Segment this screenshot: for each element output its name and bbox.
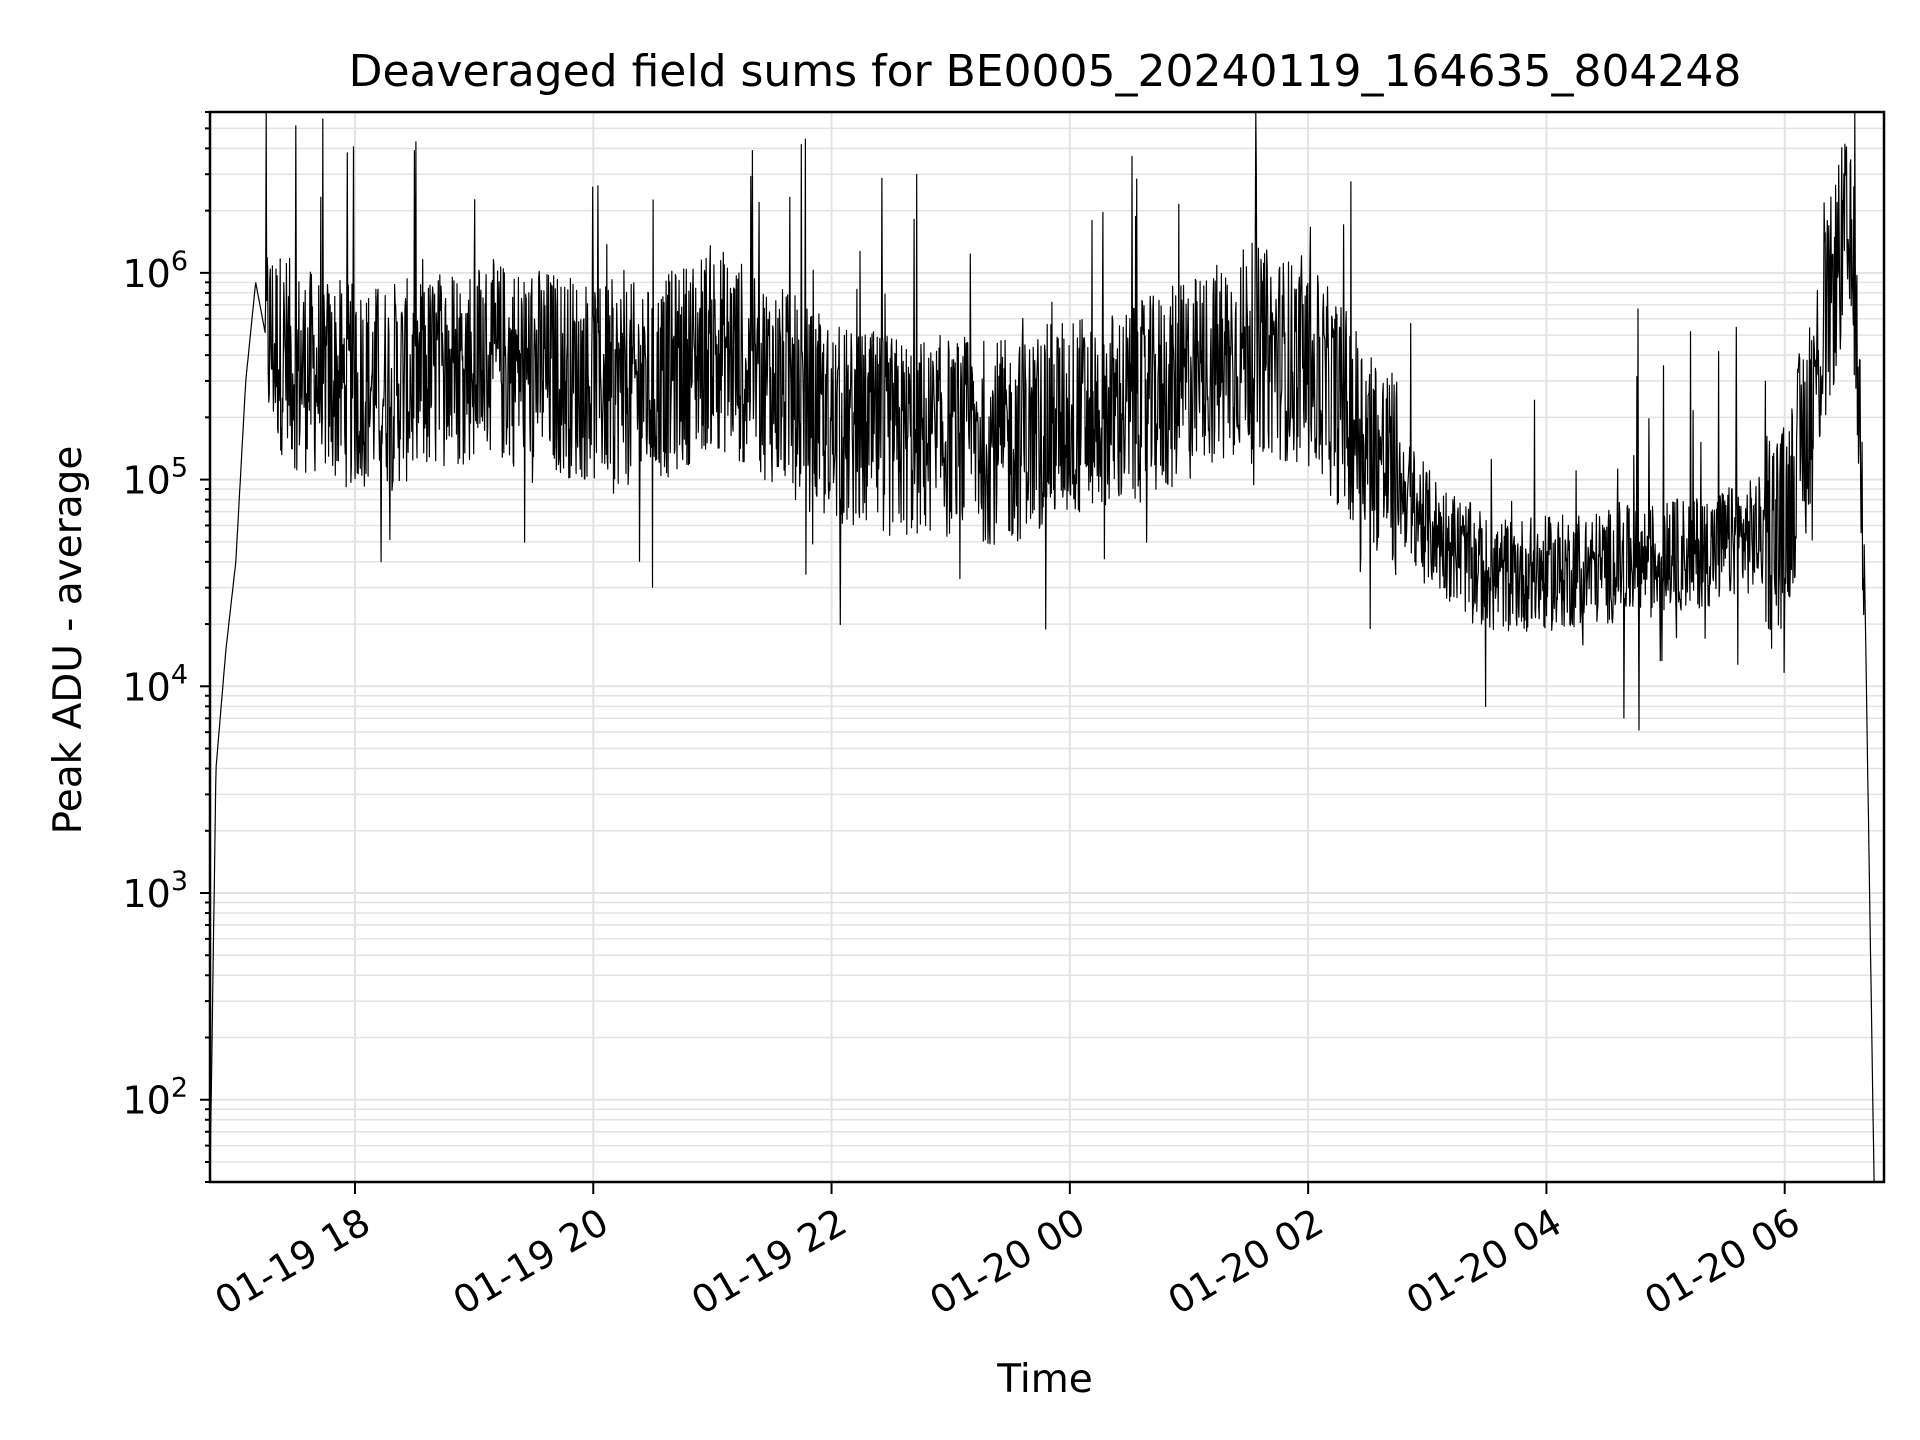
series-group <box>209 111 1875 1183</box>
y-axis-label: Peak ADU - average <box>46 446 91 835</box>
y-tick-label: 105 <box>122 453 188 503</box>
y-tick-label: 104 <box>122 659 188 709</box>
y-tick-label: 103 <box>122 866 188 916</box>
y-tick-label: 102 <box>122 1073 188 1123</box>
x-axis-label: Time <box>996 1357 1092 1402</box>
grid-lines <box>210 111 1884 1183</box>
chart-title: Deaveraged field sums for BE0005_2024011… <box>349 46 1742 97</box>
plot-frame <box>208 110 1886 1184</box>
series-line <box>209 111 1875 1183</box>
y-tick-label: 106 <box>122 246 188 296</box>
y-axis: 102 103 104 105 106 <box>122 111 210 1183</box>
